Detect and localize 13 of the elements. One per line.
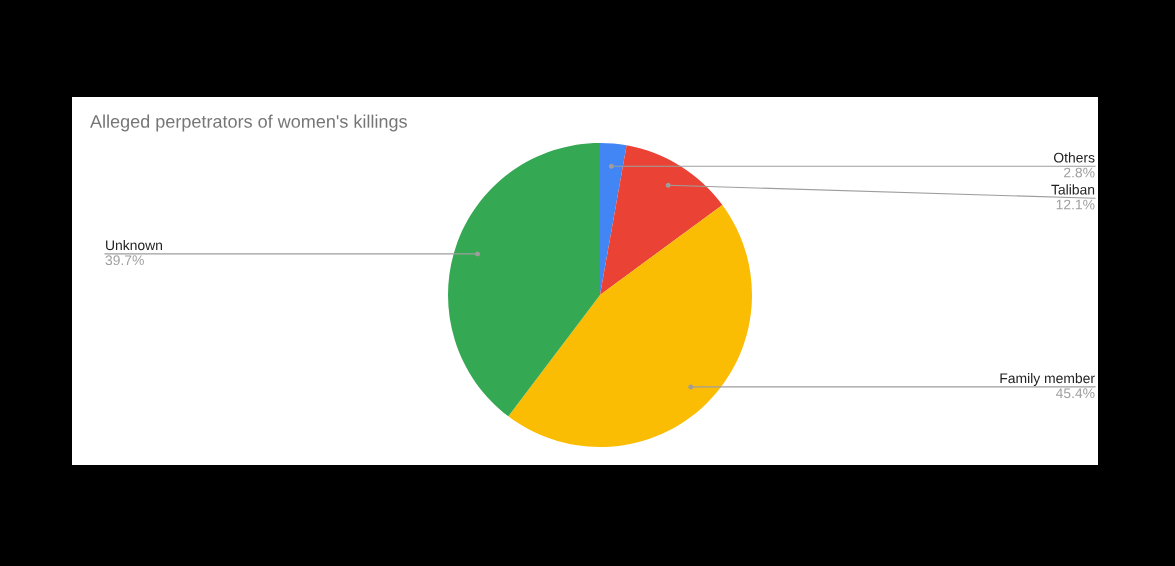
- data-label: 12.1%: [1056, 199, 1095, 210]
- data-label: 39.7%: [105, 255, 144, 266]
- pie-slice: [508, 204, 752, 447]
- pie-slice: [600, 143, 627, 295]
- slice-label: Others: [1053, 152, 1095, 163]
- slice-label: Unknown: [106, 239, 162, 251]
- data-label: 2.8%: [1064, 167, 1095, 178]
- slice-label: Family member: [1000, 372, 1095, 386]
- pie-slice: [448, 143, 600, 417]
- pie-slice: [600, 145, 723, 295]
- slice-label: Taliban: [1051, 184, 1095, 195]
- chart-title: Alleged perpetrators of women's killings: [90, 114, 407, 132]
- data-label: 45.4%: [1055, 388, 1095, 399]
